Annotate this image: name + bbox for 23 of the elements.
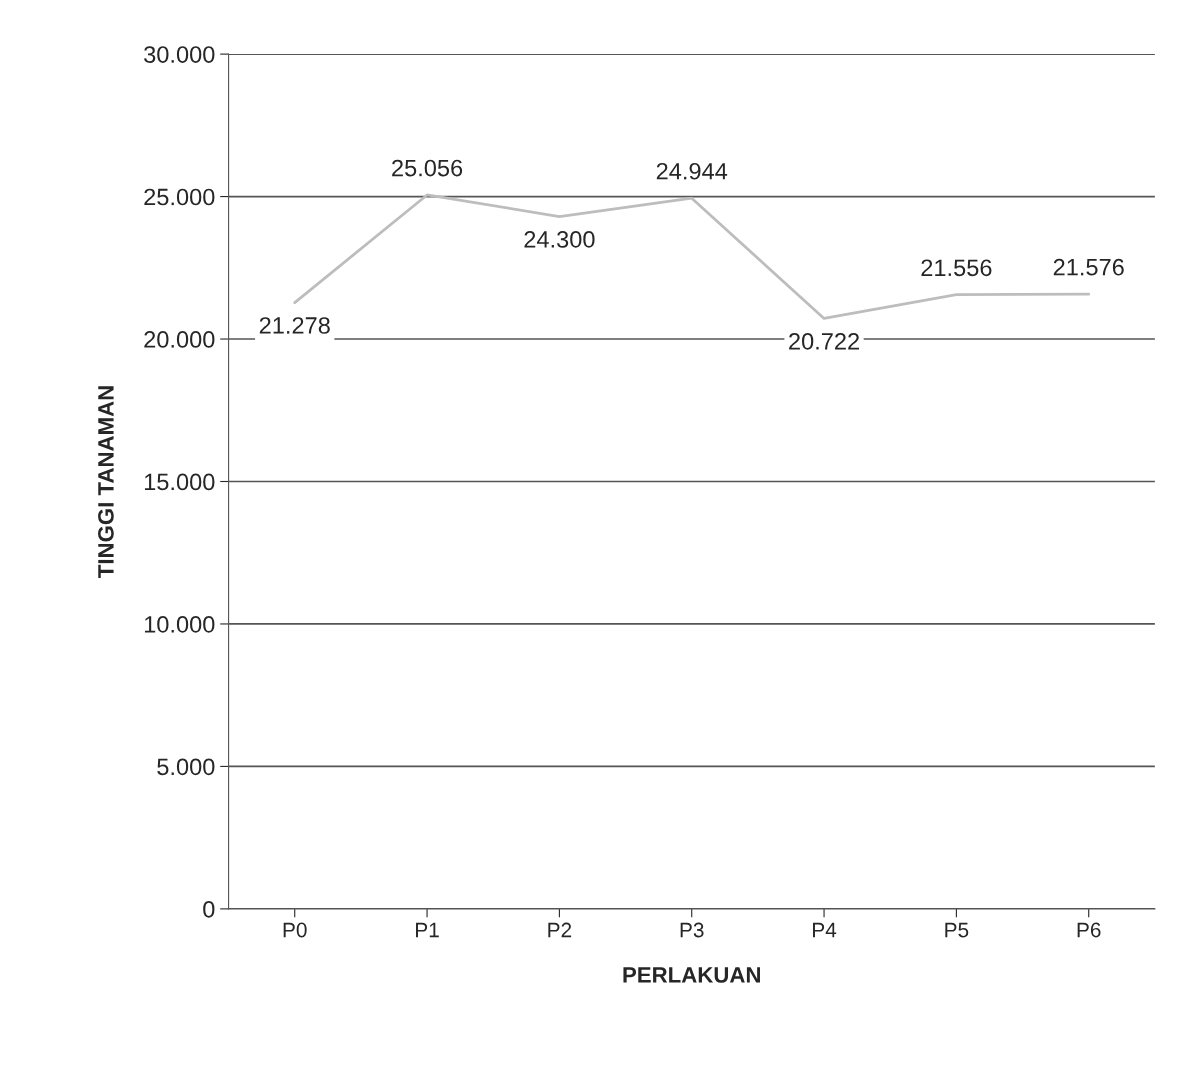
- data-label: 25.056: [392, 159, 463, 177]
- data-label: 24.944: [656, 162, 728, 180]
- x-tick-label: P1: [416, 922, 439, 938]
- y-tick-label: 5.000: [157, 758, 215, 776]
- x-tick-label: P4: [813, 922, 837, 938]
- x-tick-label: P3: [680, 922, 704, 938]
- y-axis-title: TINGGI TANAMAN: [98, 386, 114, 578]
- data-label: 21.278: [259, 317, 330, 334]
- y-tick-label: 30.000: [144, 46, 215, 63]
- x-tick-label: P6: [1077, 922, 1101, 938]
- x-tick-label: P2: [548, 922, 572, 938]
- y-tick-label: 10.000: [144, 616, 215, 633]
- y-tick-label: 25.000: [144, 188, 215, 206]
- data-label: 24.300: [524, 231, 595, 248]
- x-axis-title: PERLAKUAN: [623, 967, 760, 983]
- x-tick-label: P0: [283, 922, 307, 938]
- y-tick-label: 0: [203, 900, 215, 918]
- data-label: 21.556: [921, 259, 992, 277]
- x-tick-label: P5: [945, 922, 969, 938]
- y-tick-label: 20.000: [144, 331, 215, 348]
- data-label: 20.722: [789, 332, 859, 350]
- data-label: 21.576: [1053, 258, 1124, 276]
- y-tick-label: 15.000: [144, 473, 215, 491]
